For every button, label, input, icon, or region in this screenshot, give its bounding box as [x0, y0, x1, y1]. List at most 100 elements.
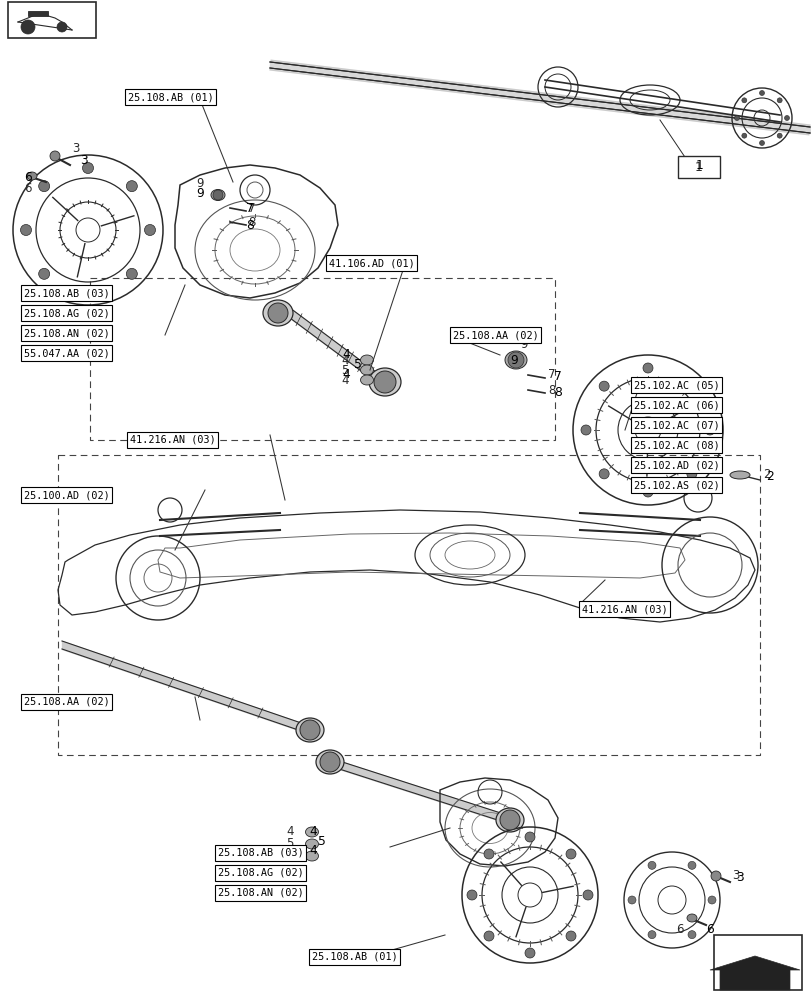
Text: 3: 3 — [80, 154, 88, 167]
Circle shape — [565, 931, 575, 941]
Bar — [713, 935, 801, 990]
Text: 25.108.AB (03): 25.108.AB (03) — [24, 288, 109, 298]
Text: 3: 3 — [736, 871, 743, 884]
Text: 41.106.AD (01): 41.106.AD (01) — [328, 258, 414, 268]
Circle shape — [268, 303, 288, 323]
Circle shape — [704, 425, 714, 435]
Circle shape — [320, 752, 340, 772]
Circle shape — [483, 849, 493, 859]
Text: 6: 6 — [24, 182, 32, 195]
Text: 55.047.AA (02): 55.047.AA (02) — [24, 348, 109, 358]
Circle shape — [776, 98, 781, 103]
Text: 7: 7 — [246, 202, 254, 215]
Circle shape — [642, 363, 652, 373]
Text: 1: 1 — [694, 161, 702, 174]
Text: 4: 4 — [341, 367, 350, 380]
Circle shape — [127, 181, 137, 192]
Circle shape — [50, 151, 60, 161]
Text: 9: 9 — [509, 354, 517, 366]
Text: 25.102.AD (02): 25.102.AD (02) — [633, 460, 719, 470]
Circle shape — [508, 352, 523, 368]
Text: 5: 5 — [354, 358, 362, 370]
Circle shape — [642, 487, 652, 497]
Text: 2: 2 — [766, 470, 773, 483]
Text: 3: 3 — [731, 869, 739, 882]
Text: 25.102.AC (08): 25.102.AC (08) — [633, 440, 719, 450]
Circle shape — [374, 371, 396, 393]
Ellipse shape — [360, 365, 373, 375]
Text: 9: 9 — [196, 187, 204, 200]
Text: 25.108.AG (02): 25.108.AG (02) — [24, 308, 109, 318]
Circle shape — [57, 22, 67, 32]
Text: 25.102.AS (02): 25.102.AS (02) — [633, 480, 719, 490]
Circle shape — [466, 890, 476, 900]
Circle shape — [647, 931, 655, 939]
Ellipse shape — [360, 375, 373, 385]
Text: 4: 4 — [341, 349, 350, 361]
Text: 5: 5 — [341, 363, 349, 376]
Text: 4: 4 — [286, 825, 294, 838]
Ellipse shape — [368, 368, 401, 396]
Circle shape — [83, 286, 93, 298]
Bar — [677, 156, 719, 178]
Ellipse shape — [504, 351, 526, 369]
Circle shape — [741, 133, 746, 138]
Circle shape — [783, 116, 788, 121]
Ellipse shape — [305, 851, 318, 861]
Text: 25.102.AC (07): 25.102.AC (07) — [633, 420, 719, 430]
Text: 7: 7 — [547, 368, 555, 381]
Circle shape — [599, 381, 608, 391]
Text: 9: 9 — [519, 338, 527, 351]
Text: 4: 4 — [309, 844, 316, 857]
Circle shape — [483, 931, 493, 941]
Circle shape — [39, 181, 49, 192]
Circle shape — [525, 948, 534, 958]
Text: 6: 6 — [24, 171, 32, 184]
Text: 4: 4 — [309, 825, 316, 838]
Circle shape — [758, 141, 764, 146]
Circle shape — [565, 849, 575, 859]
Circle shape — [581, 425, 590, 435]
Circle shape — [710, 871, 720, 881]
Circle shape — [627, 896, 635, 904]
Circle shape — [299, 720, 320, 740]
Circle shape — [686, 381, 696, 391]
Text: 5: 5 — [318, 835, 325, 848]
Text: 2: 2 — [762, 468, 770, 481]
Circle shape — [21, 20, 35, 34]
Ellipse shape — [496, 808, 523, 832]
Ellipse shape — [686, 914, 696, 922]
Circle shape — [525, 832, 534, 842]
Circle shape — [599, 469, 608, 479]
Text: 41.216.AN (03): 41.216.AN (03) — [130, 435, 216, 445]
Ellipse shape — [360, 355, 373, 365]
Bar — [8, 2, 96, 38]
Text: 8: 8 — [553, 386, 561, 399]
Text: 9: 9 — [196, 177, 204, 190]
Circle shape — [707, 896, 715, 904]
Text: 1: 1 — [695, 159, 703, 172]
Circle shape — [741, 98, 746, 103]
Text: 8: 8 — [247, 216, 255, 229]
Circle shape — [687, 931, 695, 939]
Circle shape — [758, 91, 764, 96]
Text: 25.108.AG (02): 25.108.AG (02) — [217, 868, 303, 878]
Ellipse shape — [211, 190, 225, 201]
Circle shape — [127, 268, 137, 279]
Text: 7: 7 — [247, 202, 255, 215]
Text: 8: 8 — [547, 383, 555, 396]
Text: 25.108.AB (03): 25.108.AB (03) — [217, 848, 303, 858]
Text: 4: 4 — [341, 354, 349, 366]
Text: 25.102.AC (05): 25.102.AC (05) — [633, 380, 719, 390]
Circle shape — [39, 268, 49, 279]
Text: 25.108.AA (02): 25.108.AA (02) — [24, 697, 109, 707]
Text: 4: 4 — [341, 373, 349, 386]
Text: 25.100.AD (02): 25.100.AD (02) — [24, 490, 109, 500]
Text: 3: 3 — [72, 142, 79, 155]
Circle shape — [734, 116, 739, 121]
Text: 6: 6 — [706, 923, 713, 936]
Text: 25.108.AB (01): 25.108.AB (01) — [311, 952, 397, 962]
Ellipse shape — [305, 839, 318, 849]
Text: 41.216.AN (03): 41.216.AN (03) — [581, 604, 667, 614]
Text: 25.102.AC (06): 25.102.AC (06) — [633, 400, 719, 410]
